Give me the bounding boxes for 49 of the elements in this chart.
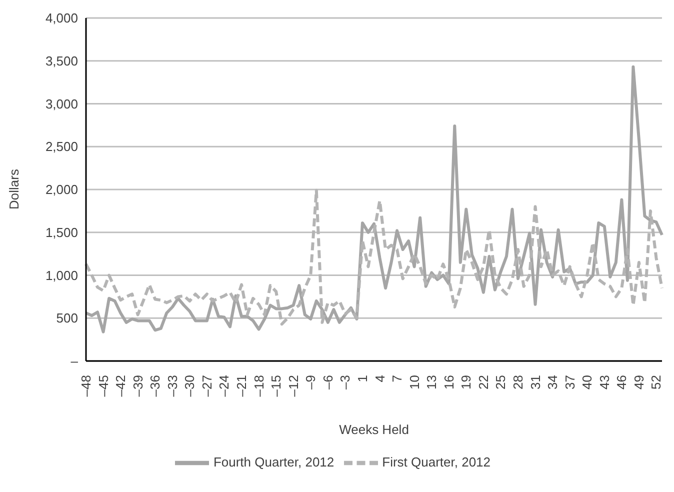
x-tick-label: 43 bbox=[596, 375, 612, 390]
x-tick-label: 37 bbox=[562, 375, 578, 390]
y-tick-label: 3,000 bbox=[45, 96, 78, 112]
y-axis-title: Dollars bbox=[6, 168, 22, 210]
x-tick-label: –48 bbox=[78, 375, 94, 397]
x-tick-label: 10 bbox=[406, 375, 422, 390]
x-tick-label: –6 bbox=[320, 375, 336, 390]
x-tick-label: –15 bbox=[268, 375, 284, 397]
x-tick-label: 19 bbox=[458, 375, 474, 390]
legend-label: First Quarter, 2012 bbox=[382, 454, 491, 470]
legend-label: Fourth Quarter, 2012 bbox=[213, 454, 334, 470]
x-tick-label: 25 bbox=[493, 375, 508, 390]
x-tick-label: 7 bbox=[390, 375, 405, 382]
x-tick-label: 28 bbox=[510, 375, 526, 390]
x-tick-label: –3 bbox=[338, 375, 353, 390]
line-series bbox=[84, 188, 664, 326]
x-tick-label: –45 bbox=[96, 375, 111, 397]
y-tick-label: 1,500 bbox=[45, 224, 78, 240]
y-tick-label: 500 bbox=[56, 310, 78, 326]
x-tick-label: –9 bbox=[303, 375, 318, 390]
x-tick-label: 4 bbox=[372, 375, 388, 382]
x-tick-label: 46 bbox=[614, 375, 630, 390]
y-tick-label: 2,500 bbox=[45, 139, 78, 154]
x-tick-label: 13 bbox=[424, 375, 440, 390]
x-tick-label: 52 bbox=[648, 375, 664, 390]
x-tick-label: –21 bbox=[234, 375, 250, 397]
x-tick-label: –30 bbox=[182, 375, 198, 397]
x-axis-title: Weeks Held bbox=[339, 422, 409, 437]
x-tick-label: –42 bbox=[113, 375, 128, 397]
x-tick-label: –24 bbox=[216, 375, 232, 397]
x-tick-label: 16 bbox=[441, 375, 456, 390]
y-tick-label: 4,000 bbox=[45, 10, 78, 26]
y-tick-label: 3,500 bbox=[45, 53, 78, 68]
x-tick-label: –36 bbox=[148, 375, 163, 397]
x-tick-label: –39 bbox=[130, 375, 146, 397]
x-tick-label: 40 bbox=[580, 375, 595, 390]
y-tick-label: – bbox=[70, 354, 79, 369]
x-tick-label: –12 bbox=[286, 375, 301, 397]
x-tick-label: 22 bbox=[476, 375, 491, 390]
x-tick-label: 1 bbox=[354, 375, 370, 382]
x-tick-label: –33 bbox=[164, 375, 180, 397]
x-tick-label: 31 bbox=[528, 375, 543, 390]
x-tick-label: –27 bbox=[199, 375, 214, 397]
x-tick-label: 49 bbox=[631, 375, 646, 390]
line-series bbox=[84, 65, 664, 334]
y-tick-label: 2,000 bbox=[45, 182, 78, 198]
x-tick-label: –18 bbox=[251, 375, 266, 397]
x-tick-label: 34 bbox=[545, 375, 560, 390]
y-tick-label: 1,000 bbox=[45, 268, 78, 283]
